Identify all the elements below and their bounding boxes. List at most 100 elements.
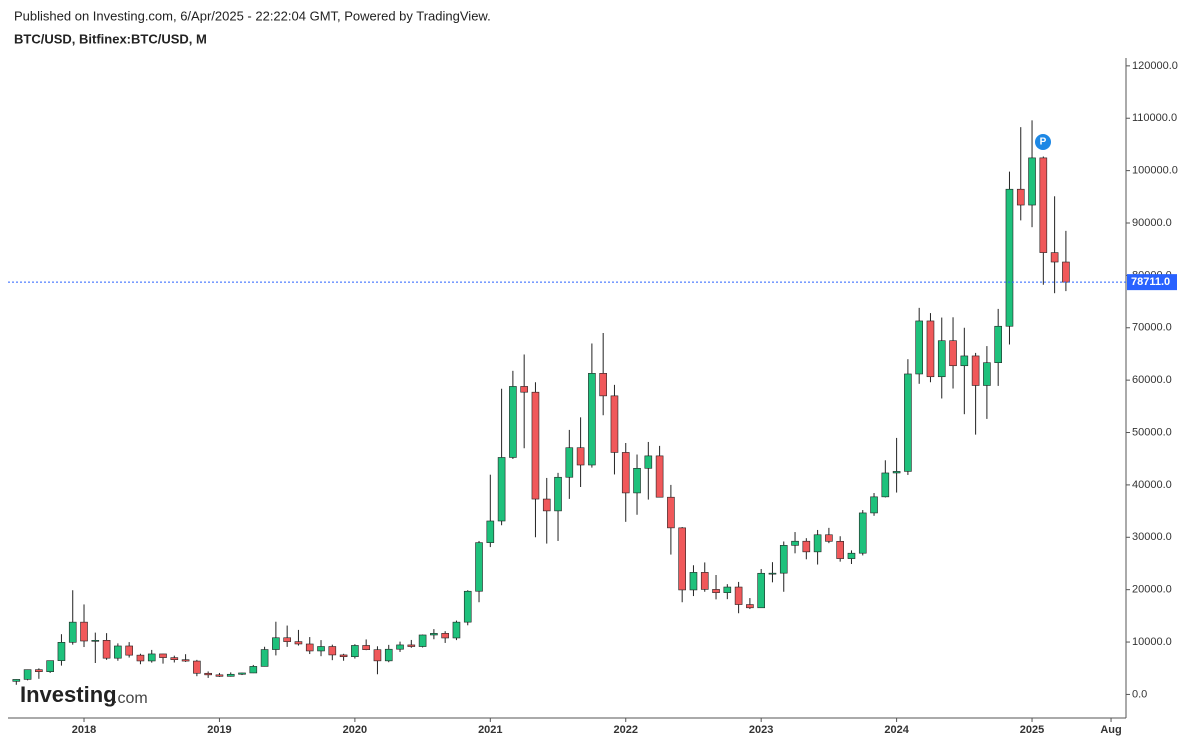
- candle-body: [847, 552, 856, 559]
- candle-body: [260, 649, 269, 667]
- candle-body: [1039, 157, 1048, 253]
- candle-body: [791, 540, 799, 546]
- y-tick-label: 70000.0: [1132, 322, 1172, 334]
- candle-body: [949, 340, 957, 367]
- candle-body: [1016, 188, 1025, 206]
- candle-body: [667, 496, 675, 529]
- x-tick-label: 2022: [614, 724, 638, 736]
- candle-body: [193, 660, 201, 674]
- candle-body: [452, 621, 461, 639]
- candle-body: [588, 373, 596, 466]
- last-price-box: [1127, 274, 1177, 291]
- candle-body: [520, 386, 528, 393]
- candle-body: [181, 659, 190, 662]
- x-tick-label: 2020: [343, 724, 367, 736]
- candle-body: [983, 362, 991, 386]
- candle-body: [971, 355, 980, 386]
- y-tick-label: 120000.0: [1132, 60, 1178, 72]
- published-note: Published on Investing.com, 6/Apr/2025 -…: [14, 8, 491, 23]
- candle-body: [215, 674, 224, 677]
- candle-body: [836, 541, 844, 559]
- candle-body: [80, 621, 88, 642]
- candle-body: [373, 649, 382, 662]
- candle-body: [734, 586, 743, 605]
- candle-body: [396, 644, 404, 650]
- candle-body: [305, 643, 314, 652]
- y-tick-label: 50000.0: [1132, 426, 1172, 438]
- candle-body: [114, 645, 122, 659]
- candle-body: [757, 572, 765, 609]
- x-tick-label: 2023: [749, 724, 773, 736]
- y-tick-label: 110000.0: [1132, 112, 1177, 124]
- candle-body: [430, 633, 438, 636]
- y-tick-label: 60000.0: [1132, 374, 1172, 386]
- y-tick-label: 0.0: [1132, 688, 1147, 700]
- candle-body: [102, 640, 111, 659]
- candle-body: [723, 586, 732, 593]
- candle-body: [892, 471, 901, 474]
- candle-body: [960, 355, 969, 367]
- candle-body: [870, 496, 878, 514]
- candle-body: [159, 653, 167, 658]
- symbol-title: BTC/USD, Bitfinex:BTC/USD, M: [14, 31, 207, 46]
- candle-body: [418, 634, 427, 647]
- candle-body: [23, 669, 32, 680]
- candle-body: [147, 653, 156, 662]
- y-tick-label: 10000.0: [1132, 636, 1172, 648]
- candle-body: [633, 467, 641, 494]
- y-tick-label: 40000.0: [1132, 479, 1172, 491]
- candle-body: [689, 572, 698, 591]
- candle-body: [497, 457, 506, 522]
- candle-body: [35, 669, 43, 672]
- x-tick-label: 2024: [884, 724, 909, 736]
- x-tick-label: 2019: [207, 724, 231, 736]
- candle-body: [351, 645, 359, 658]
- candle-body: [599, 373, 607, 397]
- y-tick-label: 20000.0: [1132, 584, 1172, 596]
- candle-body: [238, 672, 246, 675]
- candle-body: [926, 320, 935, 378]
- candle-body: [12, 679, 21, 682]
- candle-body: [554, 476, 562, 512]
- x-tick-label: 2021: [478, 724, 502, 736]
- candle-body: [644, 455, 653, 469]
- candle-body: [68, 621, 77, 643]
- candle-body: [362, 645, 370, 650]
- candle-body: [441, 633, 449, 639]
- candle-body: [475, 542, 483, 592]
- candle-body: [317, 646, 325, 652]
- marker-badge: [1035, 134, 1051, 150]
- candle-body: [576, 447, 585, 466]
- candle-body: [486, 520, 495, 543]
- candle-body: [994, 325, 1002, 364]
- candle-body: [1005, 188, 1014, 327]
- candle-body: [881, 472, 890, 498]
- candle-body: [655, 455, 664, 498]
- candle-body: [407, 644, 416, 647]
- candle-body: [272, 637, 280, 650]
- candle-body: [565, 447, 574, 478]
- candle-body: [339, 654, 348, 658]
- logo: Investing .com: [20, 682, 148, 707]
- candle-body: [328, 646, 337, 656]
- logo-suffix: .com: [113, 690, 148, 707]
- candle-body: [1050, 252, 1059, 263]
- candle-body: [712, 589, 720, 593]
- candle-body: [463, 590, 472, 623]
- candle-body: [509, 386, 517, 458]
- candle-body: [125, 645, 133, 656]
- x-tick-label: 2018: [72, 724, 96, 736]
- candle-body: [700, 572, 709, 590]
- candle-body: [204, 672, 212, 676]
- candle-body: [1028, 157, 1036, 206]
- y-tick-label: 100000.0: [1132, 165, 1178, 177]
- candle-body: [57, 642, 66, 661]
- candle-body: [249, 666, 258, 674]
- x-tick-label: Aug: [1100, 724, 1121, 736]
- candle-body: [746, 604, 754, 609]
- candle-body: [91, 640, 100, 642]
- y-tick-label: 30000.0: [1132, 531, 1172, 543]
- candle-body: [825, 534, 833, 542]
